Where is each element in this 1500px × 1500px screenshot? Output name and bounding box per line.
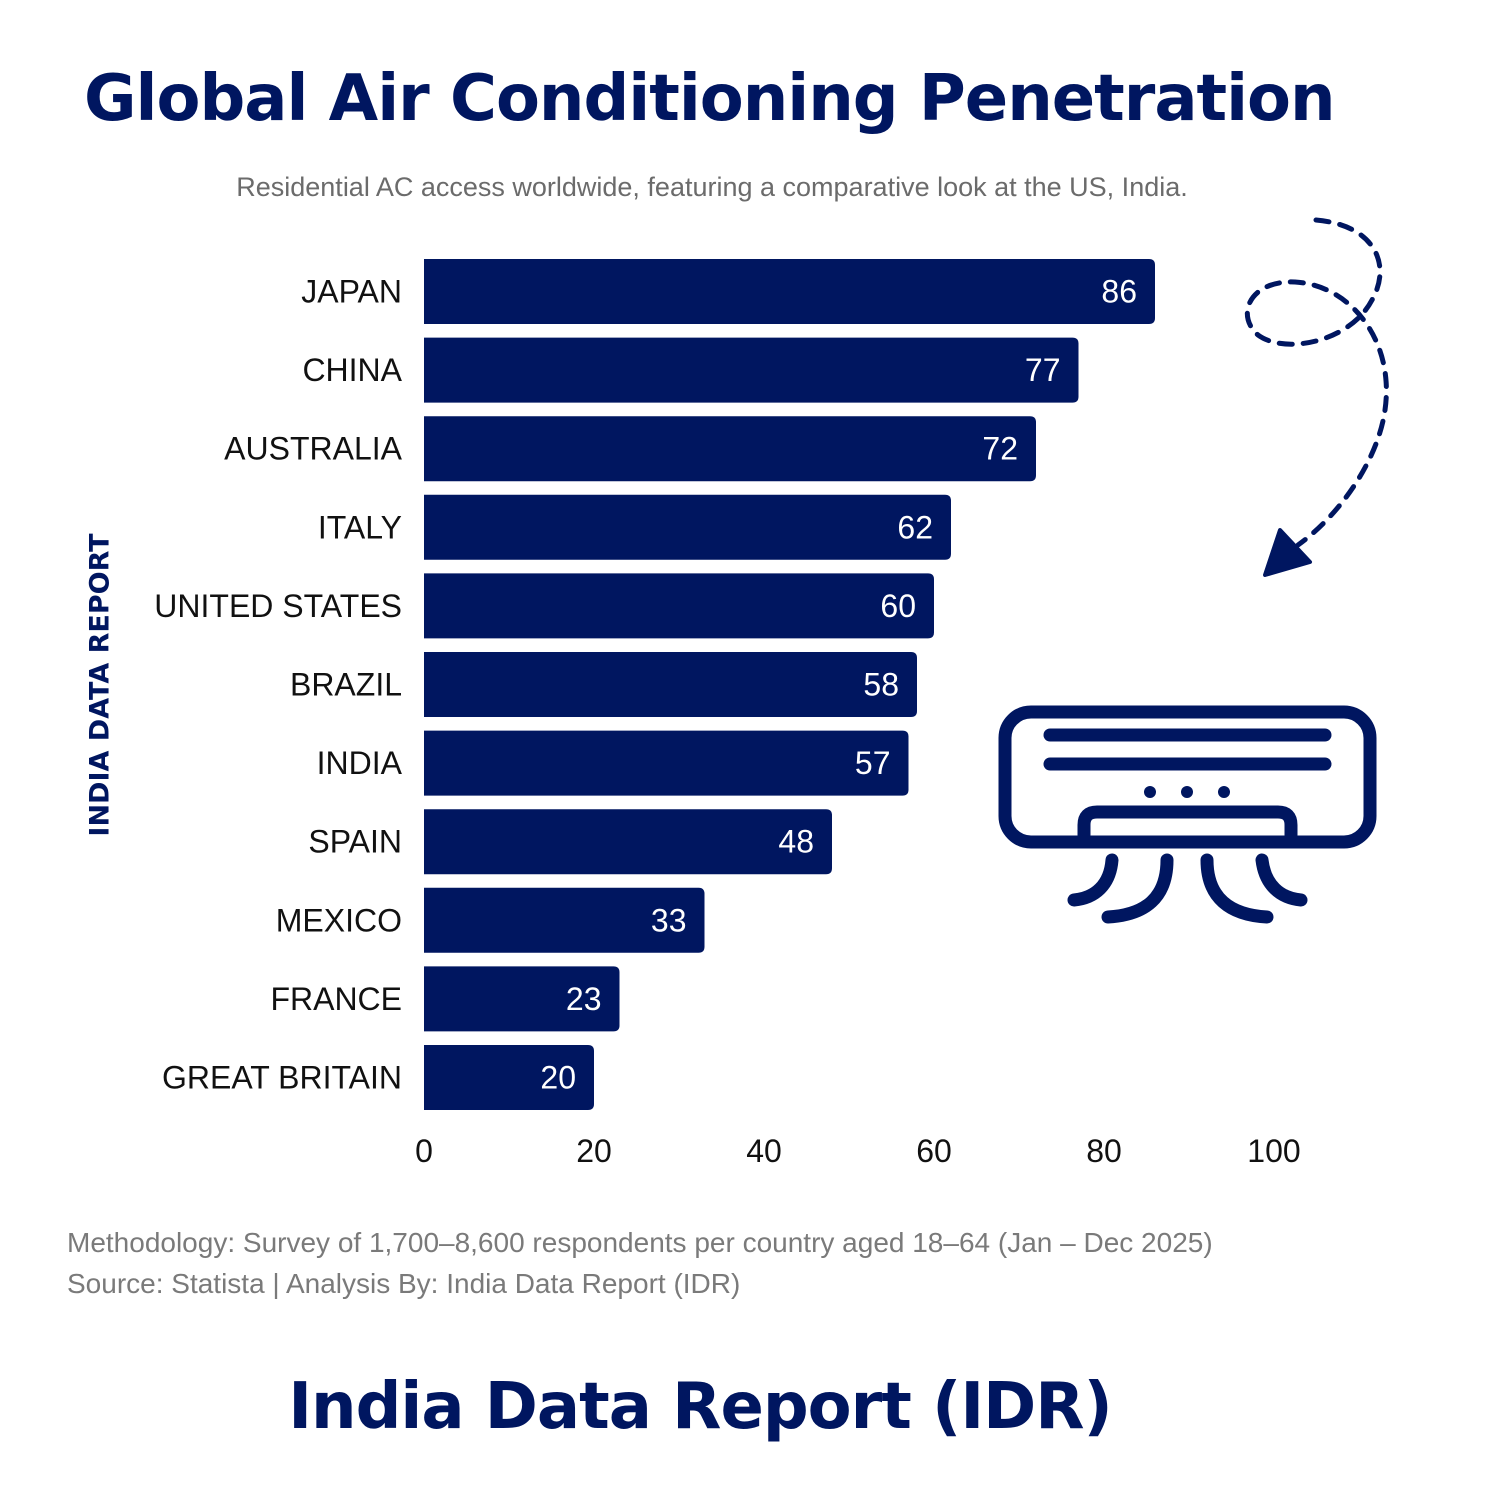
category-label: FRANCE — [270, 981, 402, 1017]
bars-layer: JAPAN 86 CHINA 77 AUSTRALIA 72 ITALY 62 UNITED S… — [154, 259, 1155, 1110]
value-label: 48 — [778, 824, 814, 860]
bar-japan — [424, 259, 1155, 324]
bar-china — [424, 337, 1079, 403]
air-conditioner-icon — [998, 705, 1377, 924]
dashed-curved-arrow-icon — [1244, 217, 1389, 577]
chart-title: Global Air Conditioning Penetration — [84, 62, 1336, 136]
x-tick-label: 100 — [1247, 1133, 1300, 1169]
value-label: 58 — [863, 667, 899, 703]
bar-great-britain — [424, 1045, 594, 1110]
category-label: INDIA — [317, 745, 403, 781]
bar-brazil — [424, 652, 917, 717]
bar-italy — [424, 494, 951, 560]
x-tick-label: 40 — [746, 1133, 782, 1169]
bar-mexico — [424, 887, 705, 953]
value-label: 72 — [982, 431, 1018, 467]
chart-subtitle: Residential AC access worldwide, featuri… — [236, 172, 1188, 202]
source-note: Source: Statista | Analysis By: India Da… — [67, 1268, 741, 1299]
category-label: GREAT BRITAIN — [162, 1060, 402, 1096]
category-label: ITALY — [318, 509, 402, 545]
value-label: 77 — [1025, 352, 1061, 388]
bar-india — [424, 730, 909, 796]
bar-spain — [424, 809, 832, 875]
value-label: 20 — [540, 1060, 576, 1096]
bar-chart: JAPAN 86 CHINA 77 AUSTRALIA 72 ITALY 62 UNITED S… — [154, 259, 1301, 1169]
value-label: 57 — [855, 745, 891, 781]
x-tick-label: 60 — [916, 1133, 952, 1169]
x-tick-label: 20 — [576, 1133, 612, 1169]
category-label: BRAZIL — [290, 667, 402, 703]
methodology-note: Methodology: Survey of 1,700–8,600 respo… — [67, 1227, 1213, 1258]
value-label: 62 — [897, 509, 933, 545]
category-label: CHINA — [302, 352, 402, 388]
x-tick-label: 0 — [415, 1133, 433, 1169]
bar-australia — [424, 416, 1036, 482]
category-label: UNITED STATES — [154, 588, 402, 624]
value-label: 23 — [566, 981, 602, 1017]
category-label: MEXICO — [276, 902, 402, 938]
bar-united-states — [424, 573, 934, 639]
x-axis-ticks: 0 20 40 60 80 100 — [415, 1133, 1301, 1169]
category-label: JAPAN — [301, 274, 402, 310]
value-label: 33 — [651, 902, 687, 938]
footnotes: Methodology: Survey of 1,700–8,600 respo… — [67, 1222, 1213, 1304]
value-label: 60 — [880, 588, 916, 624]
bar-france — [424, 966, 620, 1032]
category-label: AUSTRALIA — [224, 431, 402, 467]
x-tick-label: 80 — [1086, 1133, 1122, 1169]
value-label: 86 — [1101, 274, 1137, 310]
category-label: SPAIN — [308, 824, 402, 860]
decor-layer — [998, 217, 1389, 924]
brand-footer: India Data Report (IDR) — [288, 1370, 1113, 1444]
